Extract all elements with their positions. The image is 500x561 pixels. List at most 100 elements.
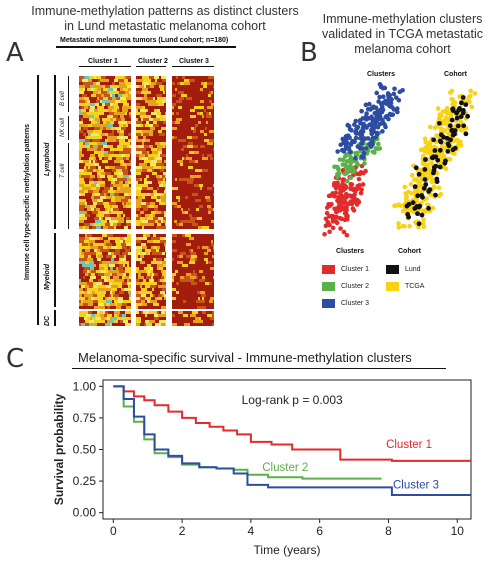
- heatmap-cell: [127, 237, 131, 240]
- scatter-point-cluster-3: [380, 100, 386, 106]
- heatmap-cell: [139, 157, 142, 160]
- heatmap-cell: [142, 223, 144, 226]
- heatmap-cell: [115, 82, 119, 85]
- heatmap-cell: [147, 187, 153, 190]
- heatmap-cell: [118, 172, 123, 175]
- heatmap-cell: [164, 314, 166, 317]
- heatmap-cell: [130, 314, 131, 317]
- heatmap-cell: [110, 103, 113, 106]
- heatmap-cell: [207, 267, 210, 270]
- heatmap-cell: [108, 133, 114, 136]
- heatmap-cell: [210, 196, 214, 199]
- heatmap-cell: [114, 151, 117, 154]
- heatmap-cell: [154, 279, 158, 282]
- heatmap-cell: [85, 163, 89, 166]
- heatmap-cell: [179, 112, 181, 115]
- heatmap-cell: [152, 288, 154, 291]
- heatmap-cell: [164, 258, 166, 261]
- heatmap-cell: [108, 311, 114, 314]
- scatter-point-cluster-3: [361, 155, 366, 160]
- heatmap-cell: [88, 300, 91, 303]
- heatmap-cell: [128, 109, 131, 112]
- heatmap-cell: [91, 94, 96, 97]
- heatmap-cell: [172, 237, 175, 240]
- heatmap-cell: [180, 76, 182, 79]
- heatmap-cell: [89, 279, 93, 282]
- heatmap-cell: [142, 76, 147, 79]
- heatmap-cell: [211, 127, 214, 130]
- heatmap-cell: [79, 240, 84, 243]
- heatmap-cell: [181, 148, 184, 151]
- heatmap-cell: [151, 220, 155, 223]
- heatmap-cell: [147, 217, 153, 220]
- heatmap-cell: [184, 79, 189, 82]
- heatmap-cell: [129, 279, 131, 282]
- scatter-point-cluster-1: [361, 170, 366, 176]
- heatmap-cell: [153, 166, 156, 169]
- heatmap-cell: [84, 314, 86, 317]
- heatmap-cell: [200, 267, 202, 270]
- heatmap-cell: [149, 166, 153, 169]
- scatter-point-cluster-1: [343, 191, 349, 197]
- heatmap-cell: [176, 112, 179, 115]
- heatmap-cell: [100, 139, 105, 142]
- heatmap-cell: [98, 193, 100, 196]
- heatmap-cell: [200, 291, 205, 294]
- heatmap-cell: [184, 190, 187, 193]
- heatmap-cell: [108, 190, 110, 193]
- heatmap-cell: [99, 163, 103, 166]
- heatmap-cell: [136, 276, 138, 279]
- heatmap-cell: [143, 208, 145, 211]
- heatmap-cell: [181, 115, 184, 118]
- heatmap-cell: [129, 273, 131, 276]
- heatmap-cell: [160, 109, 165, 112]
- heatmap-cell: [92, 172, 97, 175]
- heatmap-cell: [181, 127, 186, 130]
- heatmap-cell: [85, 214, 90, 217]
- legend-label: Cluster 1: [341, 266, 370, 273]
- heatmap-cell: [196, 127, 199, 130]
- heatmap-cell: [190, 317, 195, 320]
- heatmap-cell: [201, 82, 204, 85]
- heatmap-cell: [96, 270, 101, 273]
- heatmap-cell: [157, 223, 161, 226]
- heatmap-cell: [145, 88, 148, 91]
- heatmap-cell: [149, 311, 152, 314]
- heatmap-cell: [84, 267, 90, 270]
- heatmap-cell: [200, 297, 202, 300]
- heatmap-cell: [203, 273, 208, 276]
- heatmap-cell: [209, 79, 213, 82]
- heatmap-cell: [213, 79, 214, 82]
- heatmap-cell: [205, 217, 210, 220]
- heatmap-cell: [147, 237, 151, 240]
- heatmap-cell: [186, 133, 190, 136]
- heatmap-cell: [105, 217, 111, 220]
- heatmap-cell: [212, 314, 214, 317]
- scatter-point-cluster-3: [355, 144, 361, 149]
- heatmap-cell: [101, 94, 104, 97]
- heatmap-cell: [103, 79, 109, 82]
- heatmap-cell: [174, 276, 180, 279]
- heatmap-cell: [172, 258, 174, 261]
- heatmap-cell: [146, 276, 149, 279]
- heatmap-cell: [87, 258, 93, 261]
- heatmap-cell: [202, 282, 205, 285]
- heatmap-cell: [121, 199, 124, 202]
- heatmap-cell: [123, 214, 125, 217]
- y-axis-label: Survival probability: [52, 393, 66, 505]
- heatmap-cell: [208, 211, 211, 214]
- heatmap-cell: [189, 148, 194, 151]
- heatmap-cell: [117, 273, 123, 276]
- heatmap-cell: [208, 264, 210, 267]
- heatmap-cell: [79, 205, 85, 208]
- heatmap-cell: [211, 136, 214, 139]
- heatmap-cell: [97, 142, 101, 145]
- heatmap-cell: [152, 169, 154, 172]
- heatmap-cell: [192, 133, 197, 136]
- heatmap-cell: [98, 273, 104, 276]
- heatmap-cell: [207, 175, 212, 178]
- heatmap-cell: [165, 246, 166, 249]
- heatmap-cell: [206, 130, 209, 133]
- heatmap-cell: [127, 85, 131, 88]
- heatmap-cell: [144, 258, 149, 261]
